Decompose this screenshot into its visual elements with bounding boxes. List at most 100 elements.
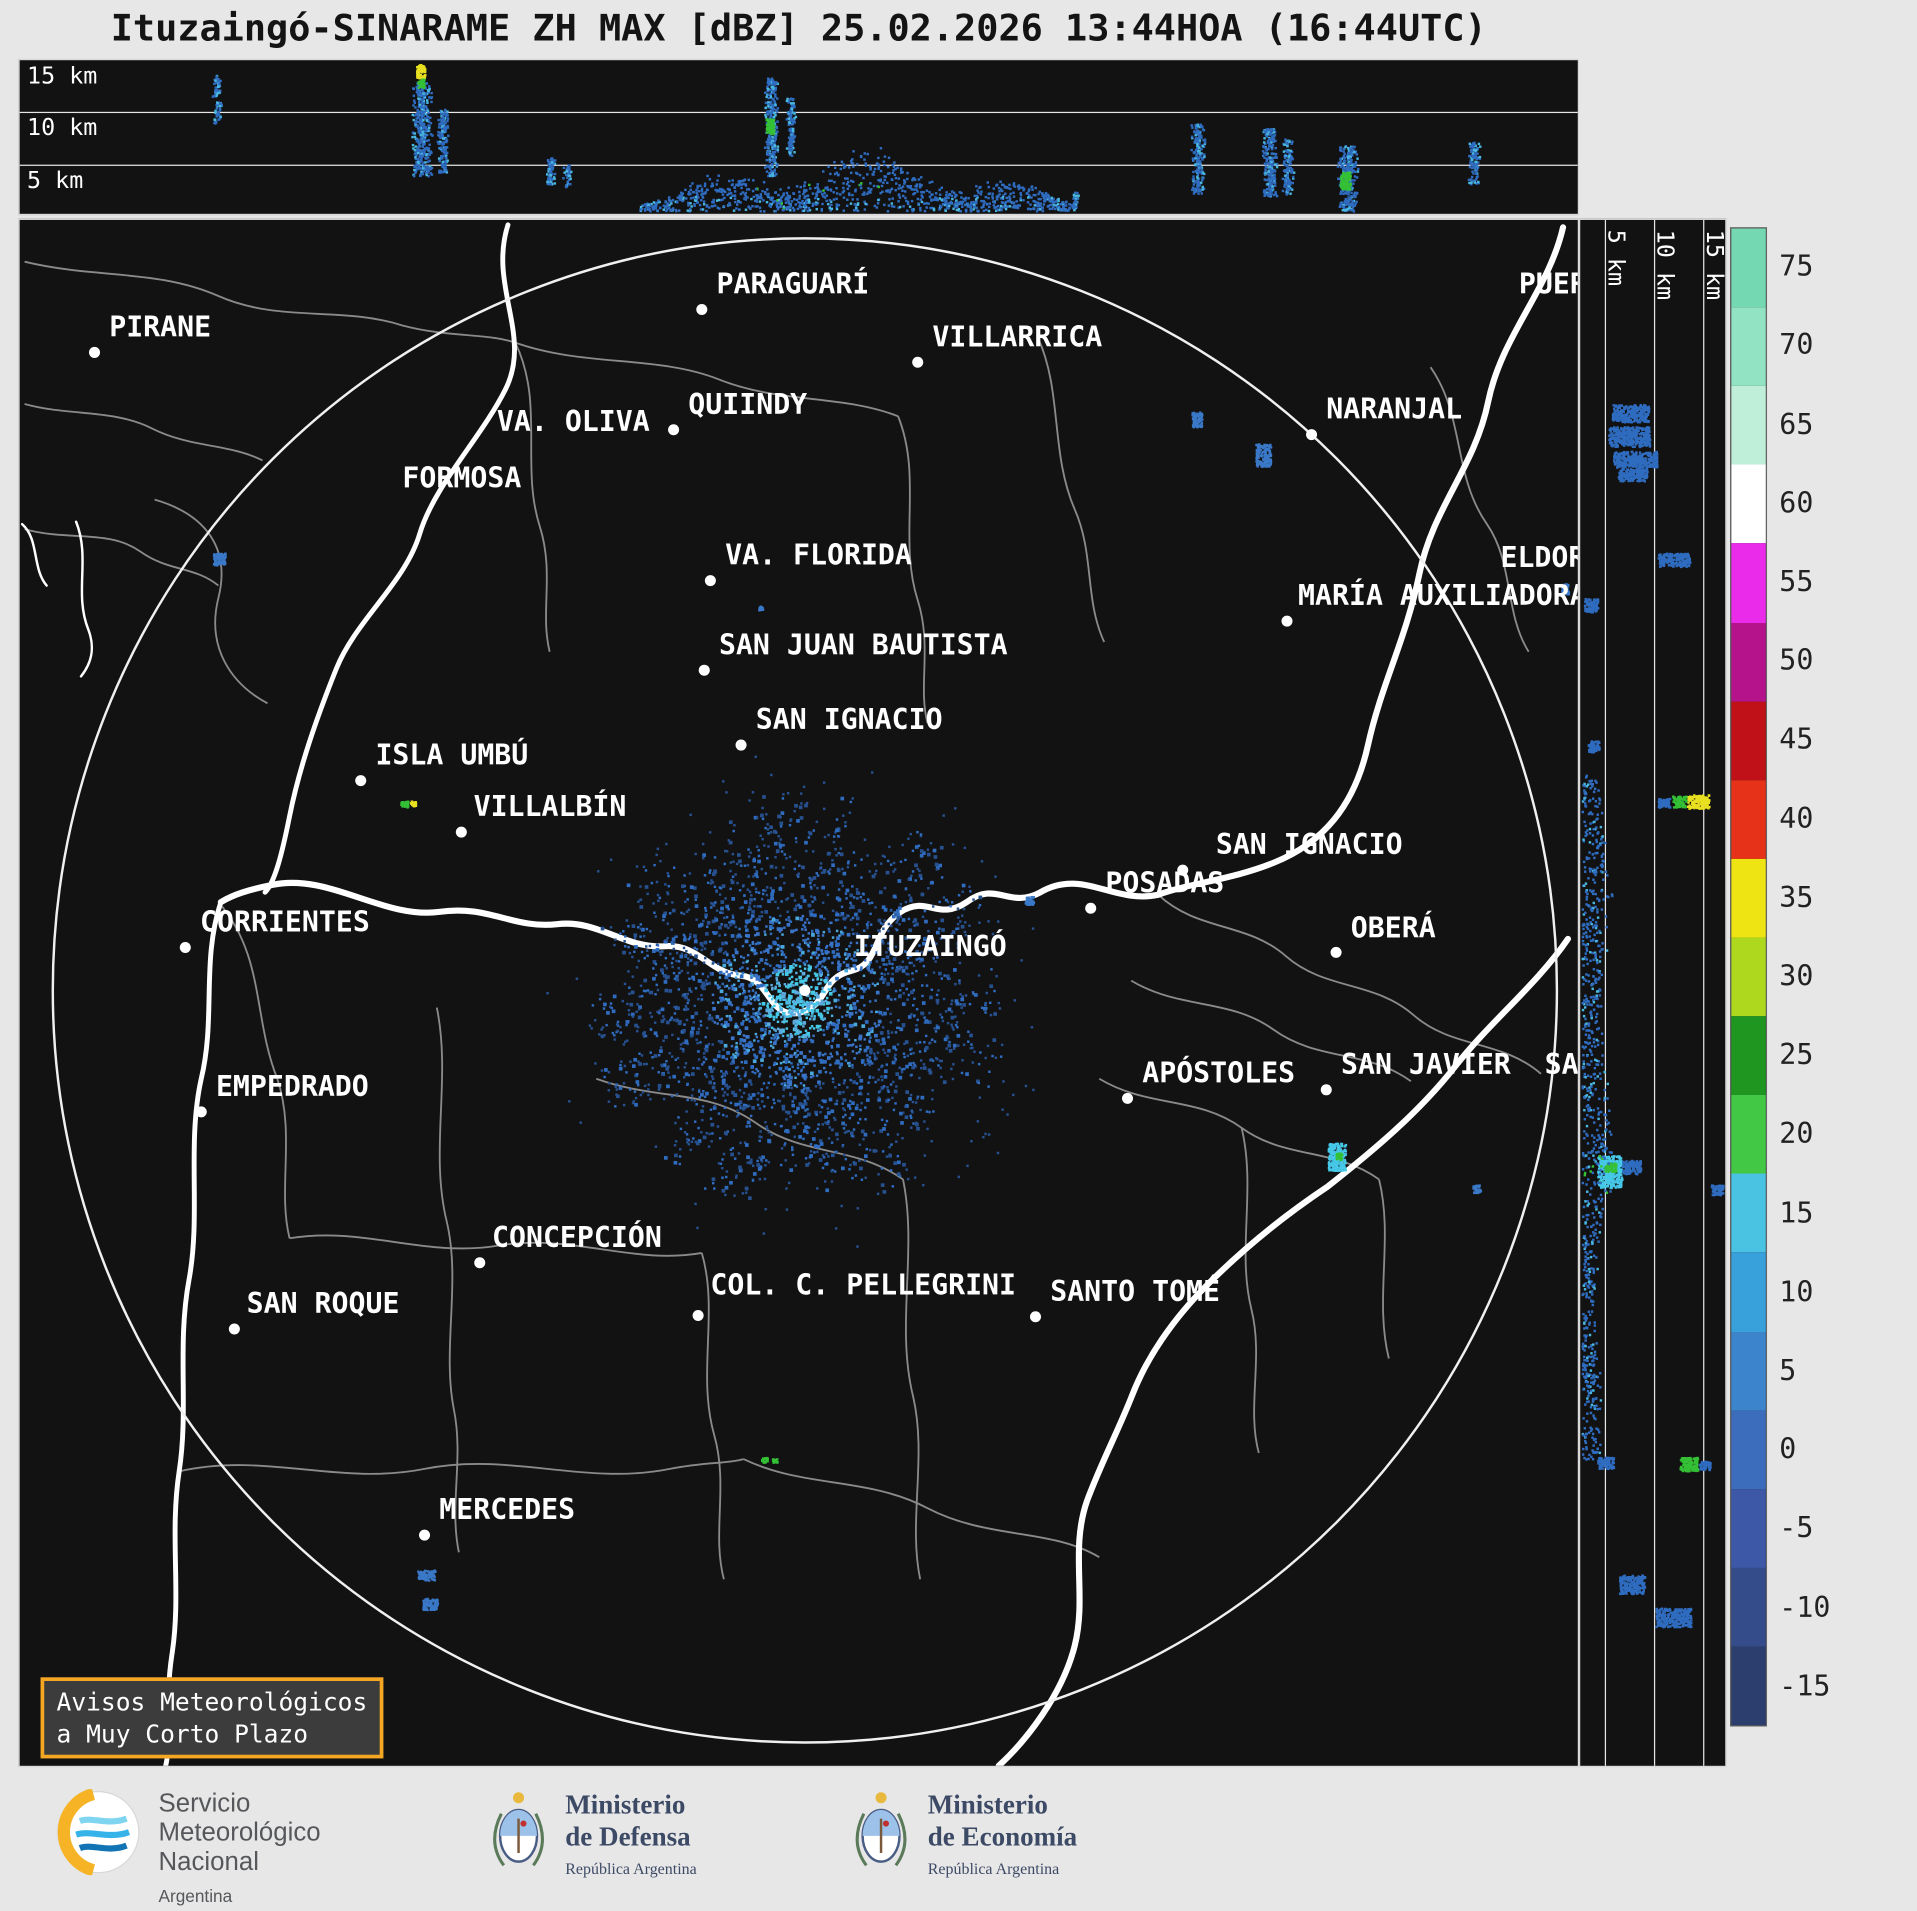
city-layer: PIRANE PARAGUARÍ VILLARRICA QUIINDY VA. OLIV… — [89, 267, 1578, 1541]
colorbar-tick-label: 50 — [1779, 645, 1890, 677]
city-label: EMPEDRADO — [216, 1070, 369, 1103]
right-cross-section-echoes — [1580, 220, 1725, 1766]
colorbar-tick-label: 40 — [1779, 803, 1890, 835]
coat-of-arms-icon — [854, 1789, 908, 1870]
distance-label-5km: 5 km — [1602, 230, 1629, 286]
colorbar-tick-label: 20 — [1779, 1119, 1890, 1151]
colorbar-segment — [1731, 465, 1765, 544]
city-label: SAN IGNACIO — [1216, 828, 1403, 861]
colorbar-segment — [1731, 701, 1765, 780]
warning-line-2: a Muy Corto Plazo — [57, 1718, 368, 1750]
colorbar-tick-label: 15 — [1779, 1198, 1890, 1230]
colorbar-tick-label: 30 — [1779, 961, 1890, 993]
city-label: SAN — [1545, 1048, 1578, 1081]
city-label: VILLALBÍN — [474, 789, 627, 823]
city-label: PUERTO — [1519, 268, 1578, 301]
city-dot — [693, 1310, 704, 1321]
colorbar-tick-label: 45 — [1779, 724, 1890, 756]
colorbar-segment — [1731, 1489, 1765, 1568]
city-label: ITUZAINGÓ — [854, 929, 1007, 963]
city-label: SAN JUAN BAUTISTA — [719, 628, 1008, 661]
city-label: SAN ROQUE — [247, 1287, 400, 1320]
city-dot — [705, 575, 716, 586]
smn-name-line: Nacional — [159, 1848, 321, 1877]
city-label: CORRIENTES — [200, 906, 370, 939]
colorbar-segment — [1731, 307, 1765, 386]
city-dot — [1122, 1093, 1133, 1104]
city-dot — [89, 347, 100, 358]
city-dot — [419, 1530, 430, 1541]
city-label: VILLARRICA — [932, 320, 1102, 353]
colorbar-segment — [1731, 780, 1765, 859]
city-dot — [736, 740, 747, 751]
city-dot — [456, 827, 467, 838]
city-label: SANTO TOMÉ — [1050, 1274, 1220, 1308]
city-dot — [1085, 903, 1096, 914]
colorbar-segment — [1731, 938, 1765, 1017]
city-label: COL. C. PELLEGRINI — [710, 1269, 1016, 1302]
colorbar-segment — [1731, 1410, 1765, 1489]
colorbar-segment — [1731, 1253, 1765, 1332]
city-label: NARANJAL — [1326, 393, 1462, 426]
cross-section-right-panel: 5 km 10 km 15 km — [1579, 219, 1726, 1767]
warning-box: Avisos Meteorológicos a Muy Corto Plazo — [41, 1677, 384, 1758]
city-label: POSADAS — [1105, 866, 1224, 899]
city-label: ISLA UMBÚ — [375, 738, 528, 772]
city-dot — [180, 942, 191, 953]
colorbar-tick-label: 25 — [1779, 1040, 1890, 1072]
city-label: QUIINDY — [688, 388, 807, 421]
city-label: PIRANE — [109, 311, 211, 344]
city-dot — [229, 1324, 240, 1335]
city-dot — [1281, 616, 1292, 627]
ministry-sub-label: República Argentina — [565, 1859, 696, 1879]
city-label: ELDORADO — [1500, 541, 1577, 574]
city-label: VA. OLIVA — [497, 405, 650, 438]
colorbar-tick-label: 65 — [1779, 409, 1890, 441]
smn-globe-icon — [55, 1789, 141, 1875]
city-label: SAN IGNACIO — [756, 703, 943, 736]
colorbar-tick-label: 0 — [1779, 1434, 1890, 1466]
smn-name-line: Meteorológico — [159, 1819, 321, 1848]
colorbar-tick-label: -5 — [1779, 1513, 1890, 1545]
smn-country-label: Argentina — [159, 1881, 321, 1910]
colorbar-segment — [1731, 1174, 1765, 1253]
footer: Servicio Meteorológico Nacional Argentin… — [0, 1767, 1917, 1908]
city-dot — [1321, 1084, 1332, 1095]
colorbar-tick-label: 35 — [1779, 882, 1890, 914]
coat-of-arms-icon — [492, 1789, 546, 1870]
cross-section-top-panel: 15 km 10 km 5 km — [18, 59, 1579, 215]
city-dot — [355, 775, 366, 786]
city-label: PARAGUARÍ — [717, 267, 870, 301]
city-dot — [196, 1106, 207, 1117]
colorbar-tick-label: -15 — [1779, 1671, 1890, 1703]
colorbar-segment — [1731, 386, 1765, 465]
ministry-sub-label: República Argentina — [928, 1859, 1077, 1879]
distance-label-15km: 15 km — [1701, 230, 1728, 300]
defensa-logo: Ministerio de Defensa República Argentin… — [492, 1789, 697, 1879]
city-dot — [1331, 947, 1342, 958]
colorbar-tick-label: 70 — [1779, 330, 1890, 362]
ministry-name-line: de Defensa — [565, 1821, 696, 1853]
ministry-name-line: de Economía — [928, 1821, 1077, 1853]
colorbar-segment — [1731, 229, 1765, 308]
colorbar-tick-label: 60 — [1779, 488, 1890, 520]
city-dot — [799, 985, 810, 996]
city-dot — [1030, 1311, 1041, 1322]
smn-name-line: Servicio — [159, 1789, 321, 1818]
colorbar-tick-label: 75 — [1779, 251, 1890, 283]
colorbar-tick-label: 10 — [1779, 1277, 1890, 1309]
altitude-label-5km: 5 km — [27, 168, 83, 193]
smn-logo: Servicio Meteorológico Nacional Argentin… — [55, 1789, 320, 1911]
city-dot — [1306, 429, 1317, 440]
distance-label-10km: 10 km — [1652, 230, 1679, 300]
colorbar-tick-label: -10 — [1779, 1592, 1890, 1624]
colorbar-segment — [1731, 1016, 1765, 1095]
city-dot — [699, 665, 710, 676]
top-cross-section-echoes — [20, 60, 1578, 214]
city-dot — [474, 1257, 485, 1268]
colorbar-segment — [1731, 859, 1765, 938]
colorbar-tick-label: 55 — [1779, 566, 1890, 598]
colorbar-segment — [1731, 1568, 1765, 1647]
colorbar-segment — [1731, 1331, 1765, 1410]
